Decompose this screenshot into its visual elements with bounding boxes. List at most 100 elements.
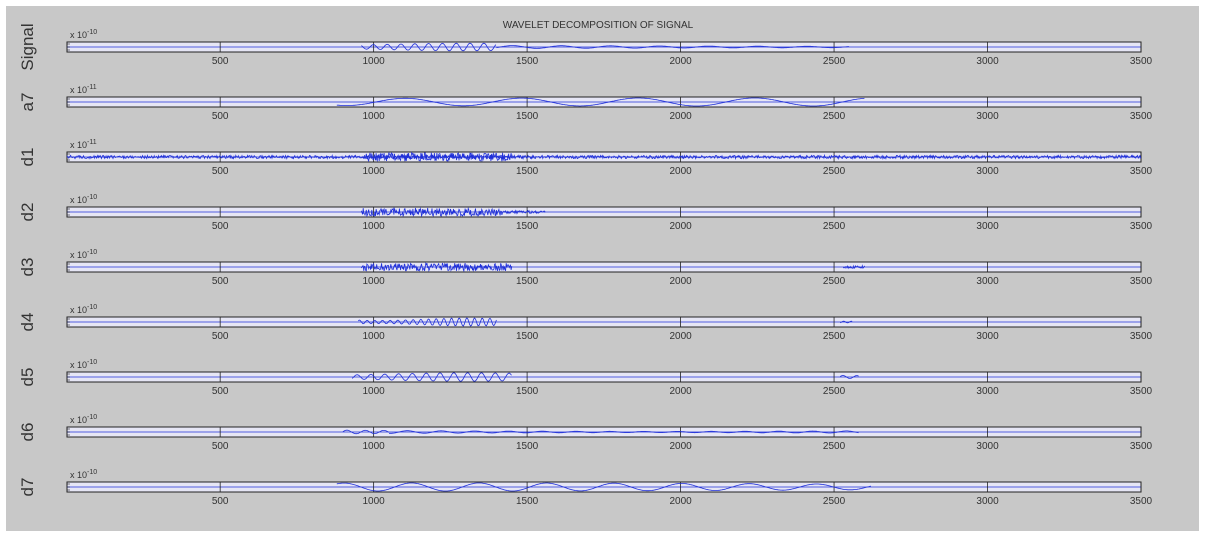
ylabel: Signal bbox=[18, 23, 37, 70]
panel-d1: d1 x 10-11 500 1000 1500 2000 2500 3000 3500 bbox=[18, 139, 1153, 177]
signal-trace-segment bbox=[502, 209, 546, 215]
xtick-label: 1000 bbox=[363, 111, 386, 122]
panel-a7: a7 x 10-11 500 1000 1500 2000 2500 3000 3500 bbox=[18, 84, 1153, 122]
exponent-label: x 10-10 bbox=[70, 194, 97, 205]
exponent-label: x 10-10 bbox=[70, 414, 97, 425]
exponent-label: x 10-10 bbox=[70, 304, 97, 315]
ylabel: d4 bbox=[18, 313, 37, 332]
xtick-label: 500 bbox=[212, 441, 229, 452]
xtick-label: 3500 bbox=[1130, 166, 1153, 177]
xtick-label: 500 bbox=[212, 496, 229, 507]
xtick-label: 2000 bbox=[669, 111, 692, 122]
signal-trace-segment bbox=[66, 153, 1142, 161]
xtick-label: 500 bbox=[212, 276, 229, 287]
exponent-power: -10 bbox=[87, 194, 97, 201]
panel-d5: d5 x 10-10 500 1000 1500 2000 2500 3000 3500 bbox=[18, 359, 1153, 397]
signal-trace-segment bbox=[351, 372, 512, 382]
signal-trace-segment bbox=[842, 264, 866, 270]
xtick-label: 2000 bbox=[669, 56, 692, 67]
xtick-label: 3000 bbox=[976, 276, 999, 287]
signal-trace-segment bbox=[358, 317, 497, 327]
exponent-power: -10 bbox=[87, 469, 97, 476]
xtick-label: 1000 bbox=[363, 441, 386, 452]
xtick-label: 2500 bbox=[823, 441, 846, 452]
xtick-label: 1000 bbox=[363, 331, 386, 342]
xtick-label: 3000 bbox=[976, 221, 999, 232]
xtick-label: 1500 bbox=[516, 496, 539, 507]
ylabel: d7 bbox=[18, 478, 37, 497]
xtick-label: 500 bbox=[212, 56, 229, 67]
xtick-label: 2500 bbox=[823, 496, 846, 507]
panels-group: Signal x 10-10 500 1000 1500 2000 2500 3000 3500… bbox=[18, 23, 1153, 507]
xtick-label: 1500 bbox=[516, 331, 539, 342]
xtick-label: 1500 bbox=[516, 166, 539, 177]
xtick-label: 500 bbox=[212, 331, 229, 342]
ylabel: a7 bbox=[18, 93, 37, 112]
exponent-label: x 10-10 bbox=[70, 469, 97, 480]
xtick-label: 1500 bbox=[516, 221, 539, 232]
xtick-label: 3500 bbox=[1130, 276, 1153, 287]
xtick-label: 3000 bbox=[976, 386, 999, 397]
xtick-label: 2500 bbox=[823, 386, 846, 397]
signal-trace-segment bbox=[840, 320, 853, 324]
xtick-label: 3000 bbox=[976, 331, 999, 342]
signal-trace-segment bbox=[342, 429, 390, 435]
xtick-label: 1500 bbox=[516, 56, 539, 67]
xtick-label: 2500 bbox=[823, 276, 846, 287]
exponent-label: x 10-10 bbox=[70, 359, 97, 370]
exponent-power: -10 bbox=[87, 249, 97, 256]
signal-trace-segment bbox=[840, 375, 859, 379]
xtick-label: 3000 bbox=[976, 111, 999, 122]
xtick-label: 500 bbox=[212, 221, 229, 232]
signal-trace-segment bbox=[361, 261, 513, 273]
panel-d3: d3 x 10-10 500 1000 1500 2000 2500 3000 3500 bbox=[18, 249, 1153, 287]
signal-trace-segment bbox=[389, 430, 859, 434]
xtick-label: 500 bbox=[212, 386, 229, 397]
xtick-label: 2000 bbox=[669, 221, 692, 232]
xtick-label: 1000 bbox=[363, 221, 386, 232]
signal-trace-segment bbox=[364, 151, 513, 163]
panel-d6: d6 x 10-10 500 1000 1500 2000 2500 3000 3500 bbox=[18, 414, 1153, 452]
xtick-label: 2000 bbox=[669, 496, 692, 507]
exponent-label: x 10-11 bbox=[70, 139, 97, 150]
xtick-label: 2500 bbox=[823, 166, 846, 177]
xtick-label: 2000 bbox=[669, 276, 692, 287]
xtick-label: 2500 bbox=[823, 56, 846, 67]
xtick-label: 2000 bbox=[669, 166, 692, 177]
xtick-label: 3500 bbox=[1130, 496, 1153, 507]
signal-trace-segment bbox=[361, 42, 497, 52]
xtick-label: 3500 bbox=[1130, 441, 1153, 452]
exponent-label: x 10-10 bbox=[70, 249, 97, 260]
xtick-label: 3500 bbox=[1130, 386, 1153, 397]
xtick-label: 3500 bbox=[1130, 221, 1153, 232]
xtick-label: 1000 bbox=[363, 496, 386, 507]
exponent-power: -10 bbox=[87, 359, 97, 366]
exponent-power: -10 bbox=[87, 414, 97, 421]
xtick-label: 1500 bbox=[516, 386, 539, 397]
xtick-label: 3000 bbox=[976, 496, 999, 507]
xtick-label: 2500 bbox=[823, 111, 846, 122]
xtick-label: 1500 bbox=[516, 441, 539, 452]
xtick-label: 2000 bbox=[669, 386, 692, 397]
exponent-label: x 10-11 bbox=[70, 84, 97, 95]
exponent-power: -11 bbox=[87, 84, 97, 91]
xtick-label: 1000 bbox=[363, 276, 386, 287]
signal-trace-segment bbox=[336, 97, 865, 107]
xtick-label: 1500 bbox=[516, 111, 539, 122]
wavelet-decomposition-chart: WAVELET DECOMPOSITION OF SIGNAL Signal x … bbox=[18, 20, 1153, 507]
xtick-label: 3500 bbox=[1130, 111, 1153, 122]
signal-trace-segment bbox=[336, 482, 871, 492]
panel-d2: d2 x 10-10 500 1000 1500 2000 2500 3000 3500 bbox=[18, 194, 1153, 232]
xtick-label: 1000 bbox=[363, 166, 386, 177]
figure-window: WAVELET DECOMPOSITION OF SIGNAL Signal x … bbox=[6, 6, 1199, 531]
xtick-label: 3500 bbox=[1130, 56, 1153, 67]
panel-signal: Signal x 10-10 500 1000 1500 2000 2500 3000 3500 bbox=[18, 23, 1153, 70]
xtick-label: 3000 bbox=[976, 56, 999, 67]
ylabel: d3 bbox=[18, 258, 37, 277]
xtick-label: 1000 bbox=[363, 56, 386, 67]
exponent-power: -10 bbox=[87, 304, 97, 311]
ylabel: d2 bbox=[18, 203, 37, 222]
xtick-label: 1000 bbox=[363, 386, 386, 397]
xtick-label: 3000 bbox=[976, 166, 999, 177]
xtick-label: 500 bbox=[212, 111, 229, 122]
